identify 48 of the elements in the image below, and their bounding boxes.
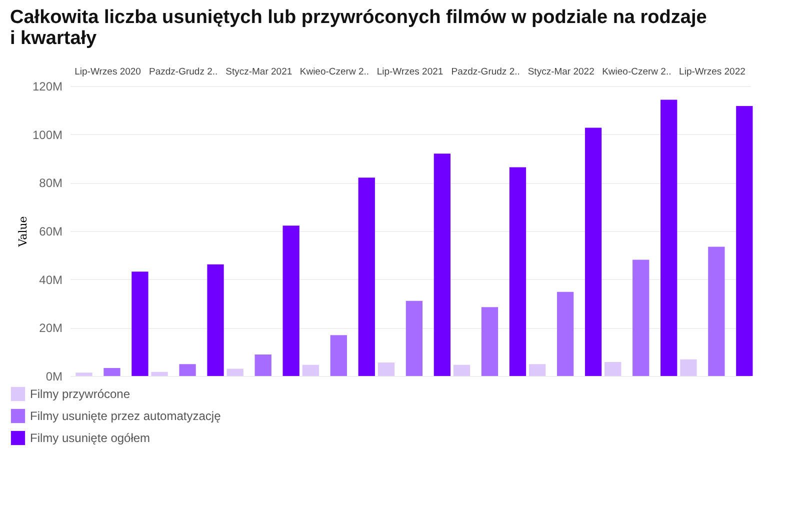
bar: [282, 226, 300, 376]
bar: [76, 372, 92, 376]
bar: [660, 100, 678, 376]
bar: [302, 364, 319, 376]
x-tick-label: Stycz-Mar 2021: [226, 66, 292, 78]
bar: [132, 272, 148, 376]
bar: [680, 359, 697, 376]
x-tick-label: Lip-Wrzes 2021: [376, 66, 444, 78]
bar: [358, 178, 375, 376]
bar: [604, 362, 622, 376]
bar: [330, 335, 347, 376]
bar: [378, 362, 395, 376]
bar: [104, 368, 120, 376]
legend-label: Filmy przywrócone: [30, 387, 130, 401]
x-tick-label: Kwieo-Czerw 2..: [602, 66, 672, 78]
bar: [453, 364, 470, 376]
x-tick-label: Kwieo-Czerw 2..: [300, 66, 370, 78]
bar: [226, 368, 244, 376]
bar: [151, 372, 168, 376]
bar: [179, 364, 196, 376]
x-tick-label: Pazdz-Grudz 2..: [149, 66, 218, 78]
bar: [207, 264, 224, 376]
bar: [584, 128, 602, 376]
y-tick-label: 20M: [39, 321, 63, 336]
legend-label: Filmy usunięte przez automatyzację: [30, 409, 222, 423]
y-tick-label: 40M: [39, 272, 63, 287]
bar: [736, 106, 753, 376]
y-axis-title: Value: [16, 216, 30, 248]
y-tick-label: 120M: [32, 80, 62, 94]
y-tick-label: 0M: [46, 370, 62, 384]
legend-label: Filmy usunięte ogółem: [30, 431, 150, 445]
bar: [434, 154, 451, 376]
bar: [556, 292, 574, 376]
y-tick-label: 80M: [39, 176, 63, 190]
x-tick-label: Lip-Wrzes 2020: [74, 66, 141, 78]
bar: [529, 364, 546, 376]
y-tick-label: 100M: [32, 128, 62, 142]
x-tick-label: Lip-Wrzes 2022: [679, 66, 746, 78]
bar: [406, 300, 423, 376]
bar: [509, 167, 526, 376]
bar: [254, 354, 272, 376]
bar: [708, 246, 725, 376]
bar: [632, 260, 650, 376]
bar: [481, 307, 498, 376]
x-tick-label: Pazdz-Grudz 2..: [451, 66, 520, 78]
chart-title: Całkowita liczba usuniętych lub przywróconych filmów w podziale na rodzaje i kwartały: [10, 7, 707, 49]
x-tick-label: Stycz-Mar 2022: [528, 66, 594, 78]
y-tick-label: 60M: [39, 224, 63, 238]
